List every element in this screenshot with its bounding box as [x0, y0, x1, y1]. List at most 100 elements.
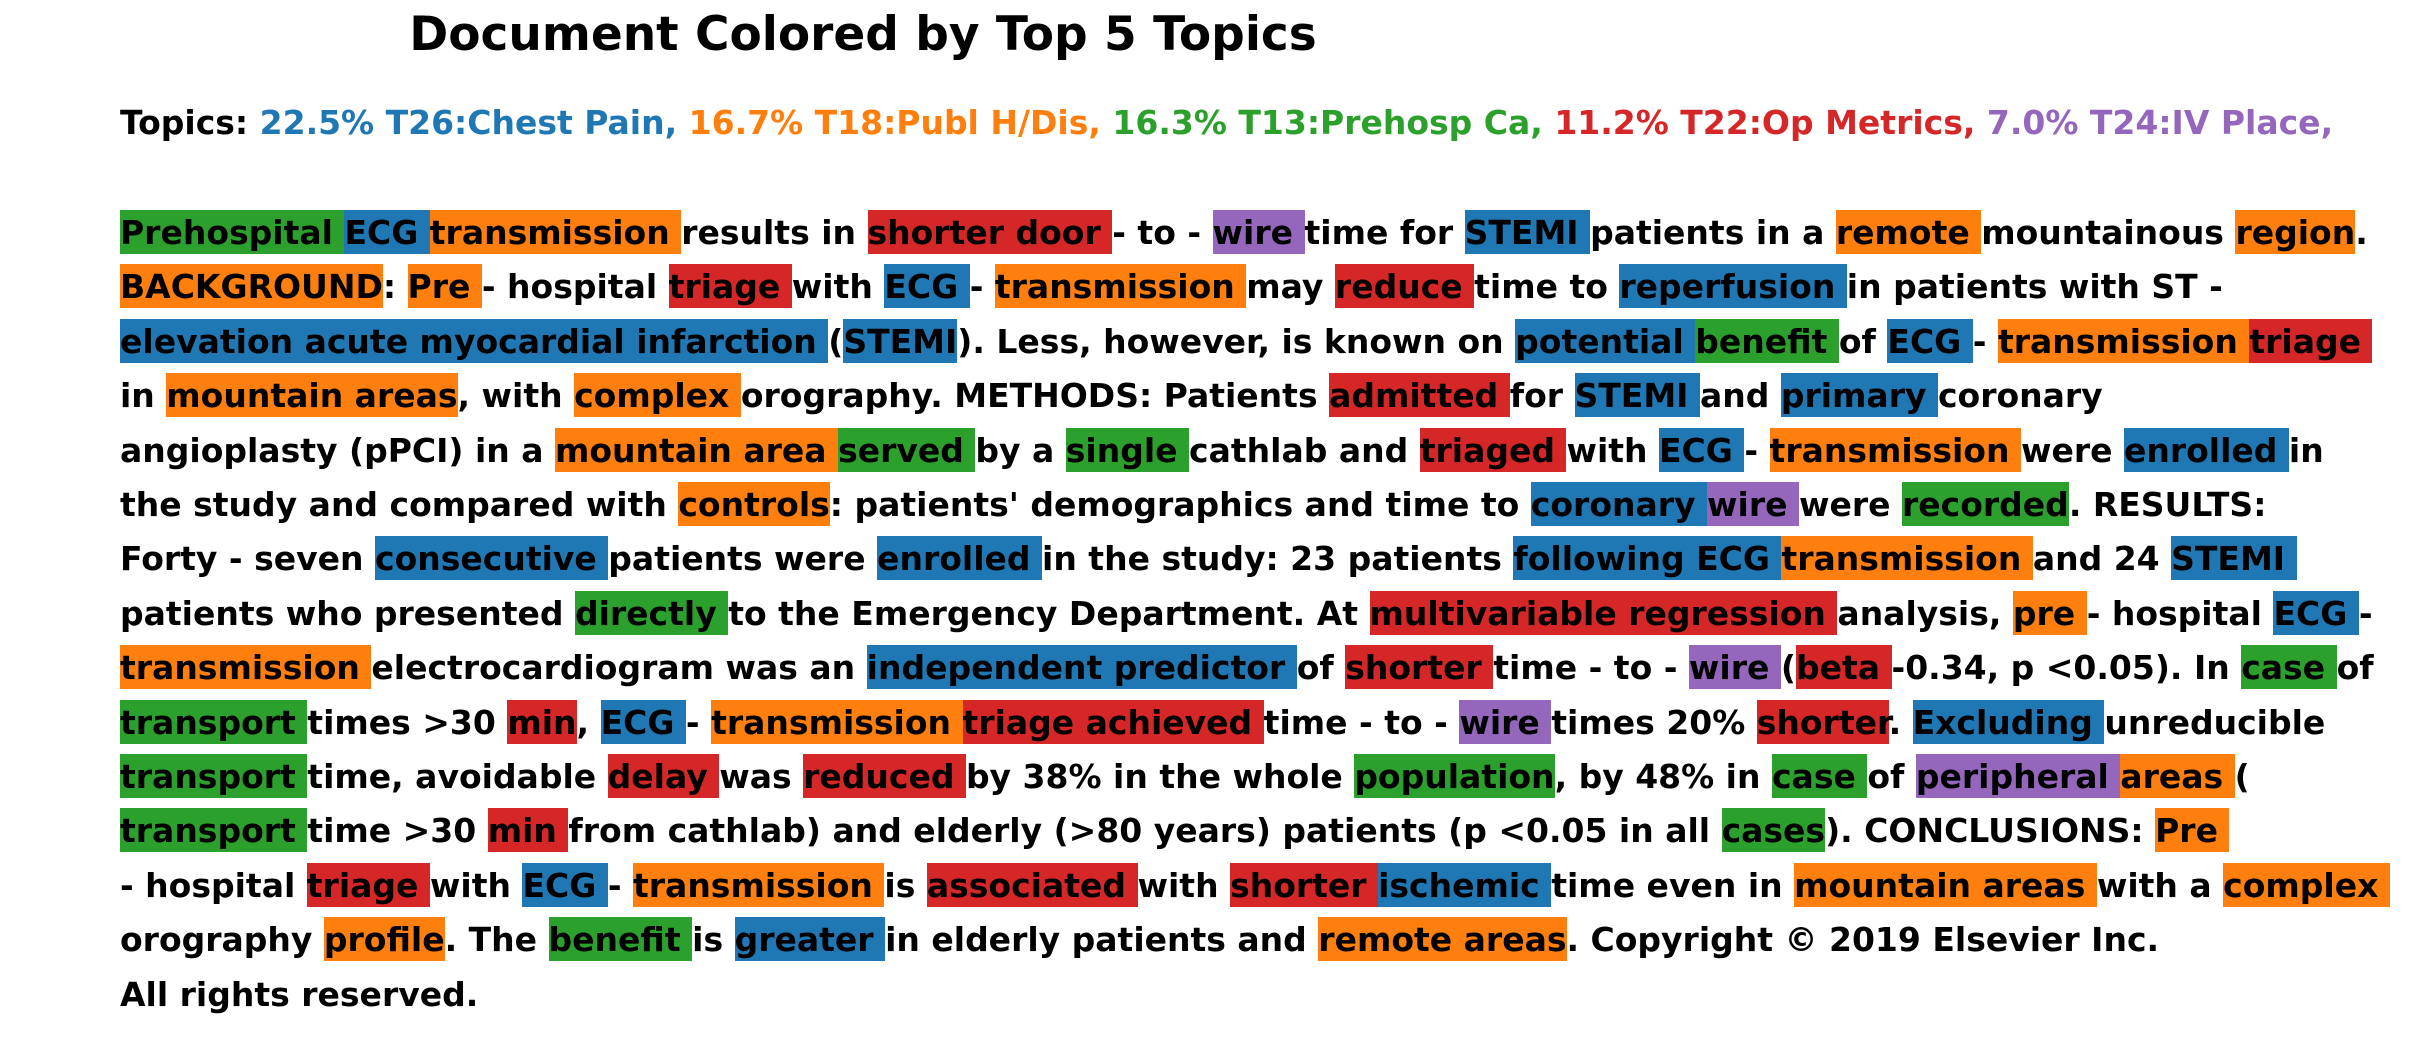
plain-token: with	[1566, 430, 1660, 470]
plain-token: -	[969, 267, 995, 307]
topic-token-t22: triaged	[1419, 427, 1567, 472]
plain-token: times >30	[307, 702, 508, 742]
plain-token: in	[2288, 430, 2336, 470]
topic-token-t24: wire	[1459, 699, 1552, 744]
topic-token-t13: served	[838, 427, 976, 472]
plain-token: time for	[1304, 213, 1465, 252]
plain-token: time - to -	[1493, 648, 1689, 688]
plain-token: by 38% in the whole	[965, 757, 1355, 797]
topic-token-t13: transport	[120, 754, 308, 799]
topic-token-t26: enrolled	[2123, 427, 2289, 472]
topic-token-t18: transmission	[711, 699, 963, 744]
topic-token-t22: min	[487, 808, 569, 853]
plain-token: time - to -	[1263, 702, 1460, 742]
plain-token: :	[382, 267, 408, 307]
plain-token: : patients' demographics and time to	[829, 485, 1531, 525]
topic-token-t22: shorter	[1230, 862, 1379, 907]
topic-token-t22: admitted	[1329, 373, 1510, 418]
plain-token: orography. METHODS: Patients	[740, 376, 1330, 416]
plain-token: . RESULTS:	[2068, 485, 2278, 525]
topic-token-t26: reperfusion	[1619, 264, 1847, 309]
topic-token-t26: STEMI	[2171, 536, 2297, 581]
topic-token-t26: ECG	[2273, 590, 2359, 635]
topic-token-t22: triage achieved	[962, 699, 1264, 744]
plain-token: of	[2336, 648, 2386, 688]
topic-token-t26: ECG	[344, 210, 430, 254]
plain-token: patients who presented	[120, 593, 575, 633]
plain-token: time, avoidable	[307, 757, 608, 797]
plain-token: results in	[681, 213, 868, 252]
plain-token: mountainous	[1981, 213, 2236, 252]
plain-token: (	[828, 321, 844, 361]
topic-token-t26: STEMI	[1574, 373, 1700, 418]
topic-token-t13: population	[1354, 754, 1555, 799]
topic-token-t26: ECG	[884, 264, 970, 309]
plain-token: - to -	[1112, 213, 1213, 252]
plain-token: with	[791, 267, 885, 307]
plain-token: electrocardiogram was an	[371, 648, 867, 688]
plain-token: Forty - seven	[120, 539, 376, 579]
topic-token-t13: benefit	[1695, 318, 1839, 363]
plain-token: with	[1137, 865, 1231, 905]
topic-token-t26: ECG	[522, 862, 608, 907]
topic-token-t18: transmission	[429, 210, 682, 254]
topic-token-t18: mountain area	[555, 427, 839, 472]
plain-token: coronary	[1937, 376, 2115, 416]
plain-token: - hospital	[481, 267, 669, 307]
topic-token-t26: STEMI	[1464, 210, 1591, 254]
plain-token: patients in a	[1590, 213, 1836, 252]
plain-token: ). CONCLUSIONS:	[1825, 811, 2156, 851]
topic-token-t22: triage	[2249, 318, 2373, 363]
plain-token: . The	[444, 920, 549, 960]
plain-token: orography	[120, 920, 324, 960]
topic-token-t22: triage	[306, 862, 430, 907]
plain-token: - hospital	[120, 865, 307, 905]
plain-token: ). Less, however, is known on	[957, 321, 1516, 361]
topic-token-t18: remote areas	[1318, 917, 1567, 962]
topic-token-t26: greater	[734, 917, 886, 962]
topic-token-t18: Pre	[407, 264, 482, 309]
plain-token: and	[1699, 376, 1781, 416]
topic-token-t26: primary	[1780, 373, 1938, 418]
topic-legend: Topics: 22.5% T26:Chest Pain, 16.7% T18:…	[120, 102, 2380, 144]
plain-token: angioplasty (pPCI) in a	[120, 430, 555, 470]
topic-token-t13: single	[1065, 427, 1190, 472]
topic-token-t18: transmission	[120, 645, 372, 690]
plain-token: All rights reserved.	[120, 974, 479, 1014]
document-text: Prehospital ​ECG ​transmission ​results …	[120, 206, 2390, 1022]
plain-token: is	[692, 920, 735, 960]
plain-token: may	[1246, 267, 1335, 307]
plain-token: -	[607, 865, 633, 905]
topic-token-t22: shorter	[1756, 699, 1889, 744]
topic-token-t22: multivariable regression	[1369, 590, 1838, 635]
topic-token-t24: wire	[1707, 482, 1799, 527]
topic-token-t18: pre	[2012, 590, 2087, 635]
plain-token: patients were	[608, 539, 878, 579]
topic-token-t26: coronary	[1530, 482, 1708, 527]
plain-token: - hospital	[2086, 593, 2274, 633]
topic-token-t26: ECG	[1659, 427, 1745, 472]
plain-token: ,	[576, 702, 601, 742]
topic-legend-t18: 16.7% T18:Publ H/Dis,	[688, 103, 1101, 142]
topic-token-t13: transport	[120, 699, 308, 744]
plain-token: . Copyright © 2019 Elsevier Inc.	[1566, 920, 2171, 960]
topic-token-t18: controls	[678, 482, 830, 527]
plain-token: -0.34, p <0.05). In	[1891, 648, 2242, 688]
plain-token: -	[2358, 593, 2384, 633]
plain-token: of	[1296, 648, 1346, 688]
topic-token-t18: transmission	[1769, 427, 2021, 472]
topic-token-t18: mountain areas	[1794, 862, 2097, 907]
plain-token: of	[1867, 757, 1916, 797]
topic-token-t24: wire	[1688, 645, 1781, 690]
topic-token-t18: transmission	[1997, 318, 2250, 363]
topic-token-t18: Pre	[2155, 808, 2230, 853]
topic-token-t26: consecutive	[375, 536, 609, 581]
plain-token: by a	[975, 430, 1066, 470]
topic-token-t22: shorter	[1345, 645, 1494, 690]
plain-token: is	[884, 865, 927, 905]
plain-token: -	[1744, 430, 1770, 470]
plain-token: unreducible	[2104, 702, 2337, 742]
topic-token-t26: Excluding	[1912, 699, 2105, 744]
topic-token-t18: transmission	[994, 264, 1247, 309]
plain-token: (	[1780, 648, 1796, 688]
